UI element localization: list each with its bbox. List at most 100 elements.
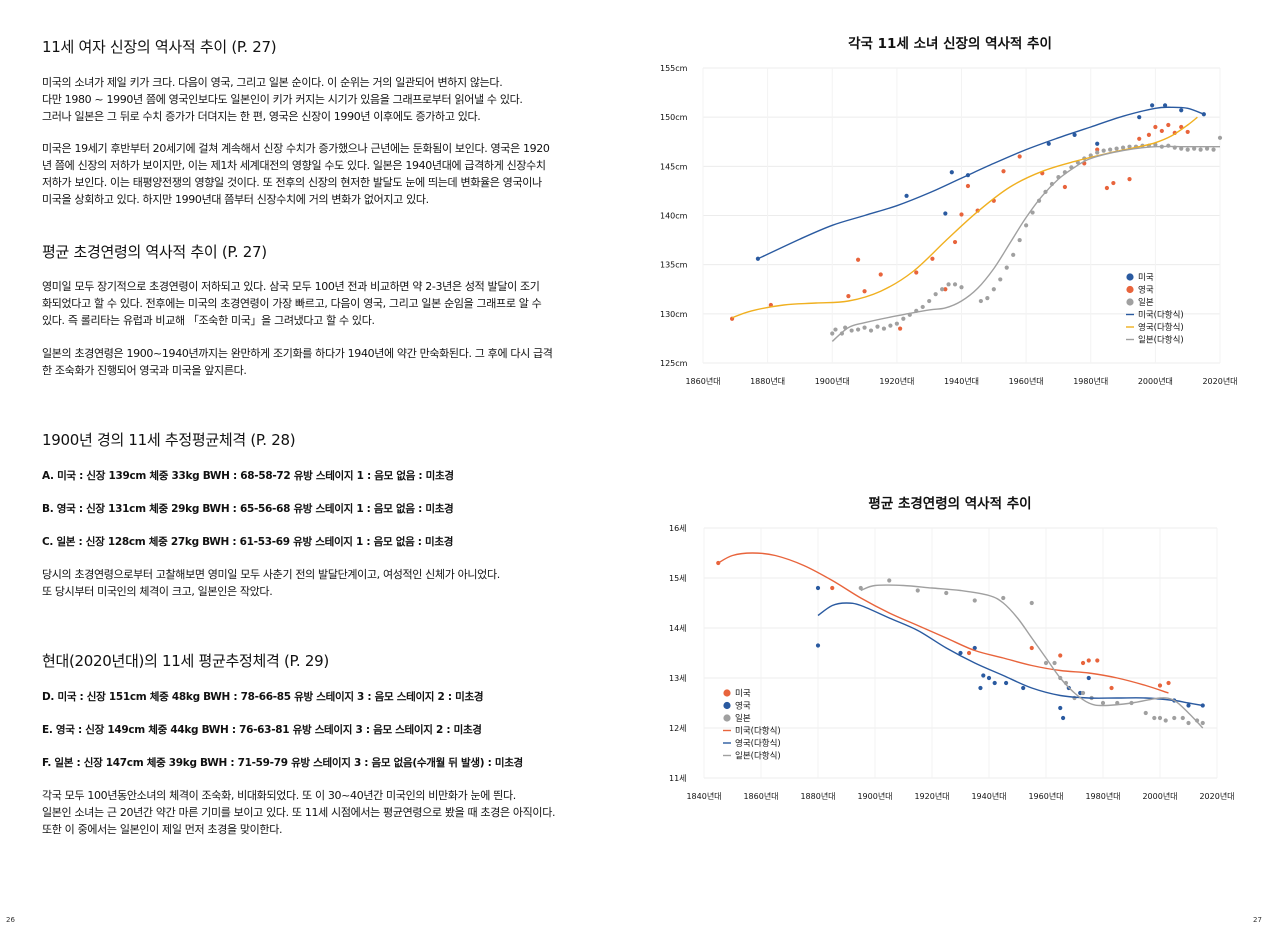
data-point: [1080, 660, 1086, 666]
data-point: [1150, 103, 1155, 108]
data-point: [901, 316, 906, 321]
text-line: 일본의 초경연령은 1900~1940년까지는 완만하게 조기화를 하다가 19…: [42, 347, 553, 360]
data-point: [1153, 124, 1158, 130]
trendline: [757, 106, 1205, 260]
data-point: [849, 328, 854, 333]
x-tick-label: 1960년대: [1009, 376, 1044, 386]
data-point: [978, 685, 983, 691]
x-tick-label: 1860년대: [685, 376, 720, 386]
data-point: [1072, 132, 1077, 137]
data-point: [878, 272, 883, 277]
data-point: [1095, 147, 1100, 152]
x-tick-label: 2020년대: [1199, 791, 1234, 801]
menarche-paragraph-1: 영미일 모두 장기적으로 초경연령이 저하되고 있다. 삼국 모두 100년 전…: [42, 278, 622, 329]
x-tick-label: 1880년대: [800, 791, 835, 801]
data-point: [1185, 147, 1190, 152]
data-point: [1127, 144, 1132, 149]
data-point: [1021, 685, 1026, 691]
data-point: [881, 326, 887, 331]
data-point: [1163, 718, 1168, 723]
2020-body-paragraph: 각국 모두 100년동안소녀의 체격이 조숙화, 비대화되었다. 또 이 30~…: [42, 787, 622, 838]
spec-d: D. 미국 : 신장 151cm 체중 48kg BWH : 78-66-85 …: [42, 691, 484, 703]
y-tick-label: 130cm: [660, 310, 688, 319]
data-point: [1052, 660, 1057, 666]
text-line: 또 당시부터 미국인의 체격이 크고, 일본인은 작았다.: [42, 585, 273, 598]
text-line: 한 조숙화가 진행되어 영국과 미국을 앞지른다.: [42, 364, 247, 377]
x-tick-label: 1900년대: [815, 376, 850, 386]
data-point: [1095, 658, 1100, 663]
legend-marker: [723, 701, 731, 710]
data-point: [946, 282, 951, 287]
data-point: [952, 239, 958, 245]
data-point: [1001, 595, 1006, 601]
data-point: [943, 211, 948, 216]
y-tick-label: 140cm: [660, 212, 688, 221]
data-point: [862, 325, 867, 330]
data-point: [1043, 660, 1049, 666]
height-paragraph-2: 미국은 19세기 후반부터 20세기에 걸쳐 계속해서 신장 수치가 증가했으나…: [42, 140, 622, 208]
x-tick-label: 1900년대: [857, 791, 892, 801]
trendline: [731, 116, 1198, 319]
spec-e: E. 영국 : 신장 149cm 체중 44kg BWH : 76-63-81 …: [42, 724, 482, 736]
legend-label: 영국(다항식): [735, 738, 781, 749]
data-point: [1046, 141, 1051, 146]
legend-label: 일본(다항식): [735, 752, 781, 762]
data-point: [1114, 146, 1119, 151]
text-line: 다만 1980 ~ 1990년 쯤에 영국인보다도 일본인이 키가 커지는 시기…: [42, 93, 523, 106]
legend-marker: [1126, 285, 1134, 294]
legend-label: 미국: [1138, 273, 1154, 283]
data-point: [944, 590, 949, 596]
data-point: [998, 277, 1003, 282]
legend-marker: [723, 714, 731, 722]
data-point: [1157, 683, 1163, 688]
data-point: [1120, 145, 1126, 150]
data-point: [1080, 690, 1086, 696]
chart-title: 각국 11세 소녀 신장의 역사적 추이: [848, 35, 1052, 52]
data-point: [986, 675, 992, 681]
text-line: 당시의 초경연령으로부터 고찰해보면 영미일 모두 사춘기 전의 발달단계이고,…: [42, 568, 500, 581]
y-tick-label: 135cm: [660, 261, 688, 270]
legend-label: 일본: [735, 714, 751, 724]
text-line: 영미일 모두 장기적으로 초경연령이 저하되고 있다. 삼국 모두 100년 전…: [42, 280, 540, 293]
data-point: [927, 298, 932, 304]
data-point: [940, 287, 945, 292]
section-title-height: 11세 여자 신장의 역사적 추이 (P. 27): [42, 38, 277, 56]
data-point: [920, 304, 925, 310]
y-tick-label: 12세: [669, 724, 687, 733]
text-line: 저하가 보인다. 이는 태평양전쟁의 영향일 것이다. 또 전후의 신장의 현저…: [42, 176, 542, 189]
data-point: [972, 645, 977, 651]
data-point: [1127, 177, 1132, 182]
data-point: [1058, 705, 1063, 711]
data-point: [875, 324, 880, 329]
legend-label: 영국: [1138, 285, 1154, 296]
x-tick-label: 1940년대: [944, 376, 979, 386]
text-line: 그러나 일본은 그 뒤로 수치 증가가 더뎌지는 한 편, 영국은 신장이 19…: [42, 110, 481, 123]
data-point: [1030, 210, 1035, 215]
data-point: [972, 598, 977, 603]
legend-label: 미국(다항식): [1138, 311, 1184, 321]
spec-c: C. 일본 : 신장 128cm 체중 27kg BWH : 61-53-69 …: [42, 536, 454, 548]
section-title-2020-body: 현대(2020년대)의 11세 평균추정체격 (P. 29): [42, 652, 329, 670]
data-point: [1157, 715, 1163, 721]
text-line: 미국은 19세기 후반부터 20세기에 걸쳐 계속해서 신장 수치가 증가했으나…: [42, 142, 550, 155]
data-point: [1137, 136, 1142, 141]
data-point: [915, 588, 920, 593]
data-point: [830, 331, 835, 336]
data-point: [1137, 115, 1142, 120]
data-point: [856, 257, 861, 262]
data-point: [1095, 141, 1100, 146]
x-tick-label: 1960년대: [1028, 791, 1063, 801]
data-point: [1001, 169, 1006, 174]
data-point: [1095, 150, 1100, 155]
data-point: [1146, 132, 1152, 137]
y-tick-label: 11세: [669, 774, 687, 783]
data-point: [992, 680, 997, 686]
data-point: [1204, 146, 1210, 151]
y-tick-label: 16세: [669, 524, 687, 533]
x-tick-label: 2000년대: [1142, 791, 1177, 801]
data-point: [978, 298, 983, 304]
x-tick-label: 1980년대: [1085, 791, 1120, 801]
height-chart: 각국 11세 소녀 신장의 역사적 추이 125cm 130cm 135cm 140cm…: [660, 35, 1238, 386]
data-point: [1152, 715, 1157, 721]
